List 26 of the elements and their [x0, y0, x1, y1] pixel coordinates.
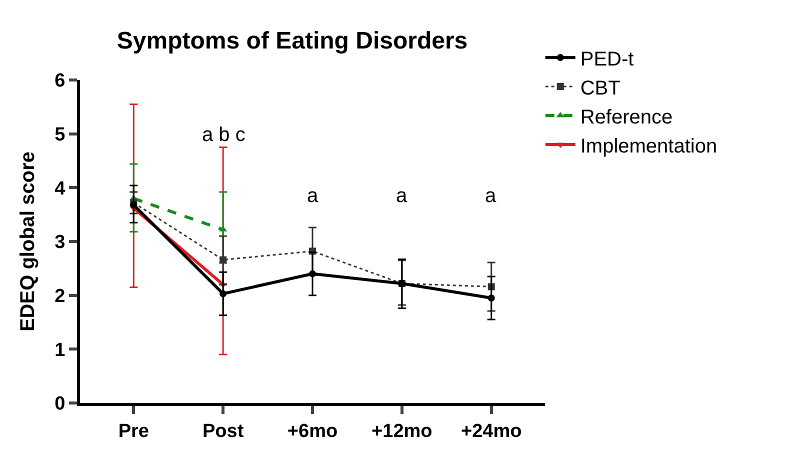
x-tick-label: Pre [118, 420, 149, 442]
y-tick-label: 0 [54, 394, 66, 415]
annotation: a [307, 185, 319, 207]
y-tick-label: 6 [54, 70, 66, 92]
point [488, 294, 495, 302]
point [220, 290, 227, 298]
x-tick-label: +12mo [372, 420, 432, 442]
legend-label: Reference [580, 106, 673, 128]
point [309, 270, 316, 278]
x-tick-label: +6mo [287, 420, 338, 442]
y-axis-title: EDEQ global score [17, 151, 40, 332]
legend-label: CBT [580, 77, 620, 100]
annotation: a [396, 185, 408, 207]
y-tick-label: 3 [54, 232, 66, 254]
y-tick-label: 5 [54, 124, 66, 146]
legend-label: Implementation [580, 135, 718, 158]
annotation: a b c [202, 124, 246, 146]
annotation: a [485, 185, 497, 207]
point [220, 256, 227, 264]
x-tick-label: +24mo [460, 420, 522, 442]
chart-title: Symptoms of Eating Disorders [116, 28, 468, 55]
y-tick-label: 2 [54, 286, 66, 307]
x-tick-label: Post [202, 420, 244, 442]
y-tick-label: 1 [54, 340, 66, 361]
legend-label: PED-t [580, 48, 634, 70]
y-tick-label: 4 [54, 178, 66, 200]
